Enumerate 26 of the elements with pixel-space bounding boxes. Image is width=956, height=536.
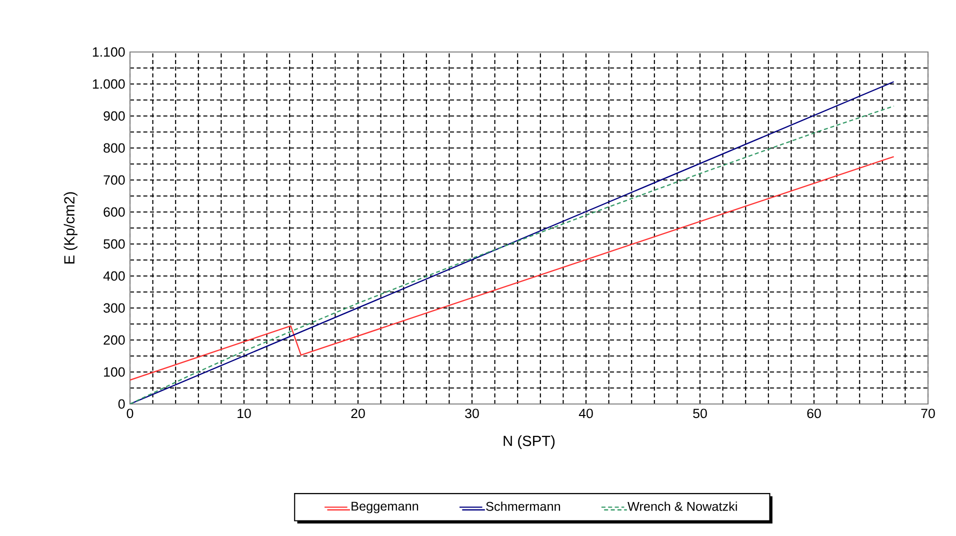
x-tick-label: 70 [921, 408, 935, 418]
y-tick-label: 300 [104, 303, 125, 313]
y-tick-label: 1.000 [92, 79, 125, 89]
x-tick-label: 20 [351, 408, 365, 418]
x-axis-title: N (SPT) [504, 435, 555, 449]
y-tick-label: 800 [104, 143, 125, 153]
y-tick-label: 900 [104, 111, 125, 121]
y-tick-label: 200 [104, 335, 125, 345]
y-tick-label: 0 [118, 399, 125, 409]
x-tick-label: 30 [465, 408, 479, 418]
x-tick-label: 10 [238, 408, 251, 418]
legend-label: Wrench & Nowatzki [628, 502, 737, 511]
x-tick-label: 40 [578, 408, 593, 418]
y-tick-label: 100 [104, 367, 125, 377]
x-tick-label: 50 [693, 408, 707, 418]
legend-label: Schmermann [486, 502, 560, 511]
y-tick-label: 500 [104, 239, 125, 249]
line-series [130, 156, 894, 381]
y-tick-label: 600 [104, 207, 125, 217]
x-tick-label: 60 [807, 408, 821, 418]
x-tick-label: 0 [126, 408, 134, 418]
y-tick-label: 1.100 [92, 47, 125, 57]
legend-label: Beggemann [352, 502, 418, 514]
y-tick-label: 400 [103, 271, 125, 281]
y-tick-label: 700 [104, 175, 125, 185]
y-axis-title: E (Kp/cm2) [64, 192, 78, 264]
